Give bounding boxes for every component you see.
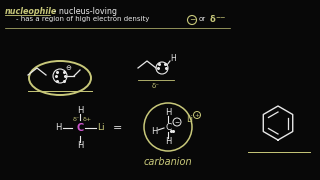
Text: δ⁻: δ⁻ <box>152 83 160 89</box>
Text: H: H <box>170 53 176 62</box>
Text: nucleophile: nucleophile <box>5 7 57 16</box>
Text: H: H <box>77 141 83 150</box>
Text: −: − <box>174 120 180 125</box>
Text: - has a region of high electron density: - has a region of high electron density <box>16 16 149 22</box>
Text: H: H <box>165 107 171 116</box>
Text: +: + <box>194 112 200 118</box>
Text: C: C <box>76 123 84 133</box>
Text: Li: Li <box>187 114 194 123</box>
Text: - nucleus-loving: - nucleus-loving <box>51 7 117 16</box>
Text: Li: Li <box>97 123 105 132</box>
Text: δ: δ <box>210 15 216 24</box>
Text: carbanion: carbanion <box>144 157 192 167</box>
Text: −: − <box>189 15 195 24</box>
Text: C: C <box>166 123 172 132</box>
Text: H: H <box>151 127 157 136</box>
Text: δ+: δ+ <box>83 116 92 122</box>
Text: δ⁻: δ⁻ <box>72 116 80 122</box>
Text: or: or <box>199 16 206 22</box>
Text: ⊖: ⊖ <box>65 65 71 71</box>
Text: H: H <box>55 123 61 132</box>
Text: H: H <box>77 105 83 114</box>
Text: =: = <box>112 123 122 133</box>
Text: −−: −− <box>215 14 226 19</box>
Text: H: H <box>165 138 171 147</box>
